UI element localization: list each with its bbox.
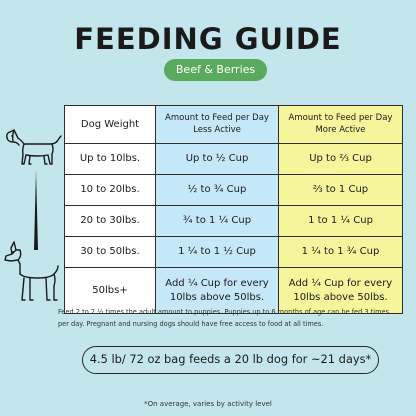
more-active-cell: 1 to 1 ¼ Cup — [278, 205, 403, 237]
more-active-cell: 1 ¼ to 1 ¾ Cup — [278, 236, 403, 268]
size-wedge-icon — [34, 170, 38, 250]
table-row: 10 to 20lbs. ½ to ¾ Cup ⅔ to 1 Cup — [64, 174, 403, 206]
header-less-active: Amount to Feed per Day Less Active — [155, 105, 279, 144]
footnote: *On average, varies by activity level — [144, 400, 272, 408]
feeding-table: Dog Weight Amount to Feed per Day Less A… — [64, 105, 403, 314]
puppy-note: Feed 2 to 2 ½ times the adult amount to … — [58, 308, 390, 328]
bag-info-pill: 4.5 lb/ 72 oz bag feeds a 20 lb dog for … — [82, 346, 379, 374]
large-dog-icon — [4, 241, 59, 301]
more-active-cell: ⅔ to 1 Cup — [278, 174, 403, 206]
more-active-cell: Add ¼ Cup for every 10lbs above 50lbs. — [278, 267, 403, 314]
weight-cell: 10 to 20lbs. — [64, 174, 156, 206]
less-active-cell: ½ to ¾ Cup — [155, 174, 279, 206]
table-row: 50lbs+ Add ¼ Cup for every 10lbs above 5… — [64, 267, 403, 314]
table-row: 20 to 30lbs. ¾ to 1 ¼ Cup 1 to 1 ¼ Cup — [64, 205, 403, 237]
table-row: Up to 10lbs. Up to ½ Cup Up to ⅔ Cup — [64, 143, 403, 175]
header-dog-weight: Dog Weight — [64, 105, 156, 144]
table-header-row: Dog Weight Amount to Feed per Day Less A… — [64, 105, 403, 144]
weight-cell: Up to 10lbs. — [64, 143, 156, 175]
small-dog-icon — [6, 129, 62, 165]
weight-cell: 30 to 50lbs. — [64, 236, 156, 268]
less-active-cell: 1 ¼ to 1 ½ Cup — [155, 236, 279, 268]
flavor-badge: Beef & Berries — [164, 59, 267, 81]
weight-cell: 50lbs+ — [64, 267, 156, 314]
page-title: FEEDING GUIDE — [74, 22, 342, 56]
weight-cell: 20 to 30lbs. — [64, 205, 156, 237]
less-active-cell: Up to ½ Cup — [155, 143, 279, 175]
less-active-cell: ¾ to 1 ¼ Cup — [155, 205, 279, 237]
header-more-active: Amount to Feed per Day More Active — [278, 105, 403, 144]
more-active-cell: Up to ⅔ Cup — [278, 143, 403, 175]
table-row: 30 to 50lbs. 1 ¼ to 1 ½ Cup 1 ¼ to 1 ¾ C… — [64, 236, 403, 268]
